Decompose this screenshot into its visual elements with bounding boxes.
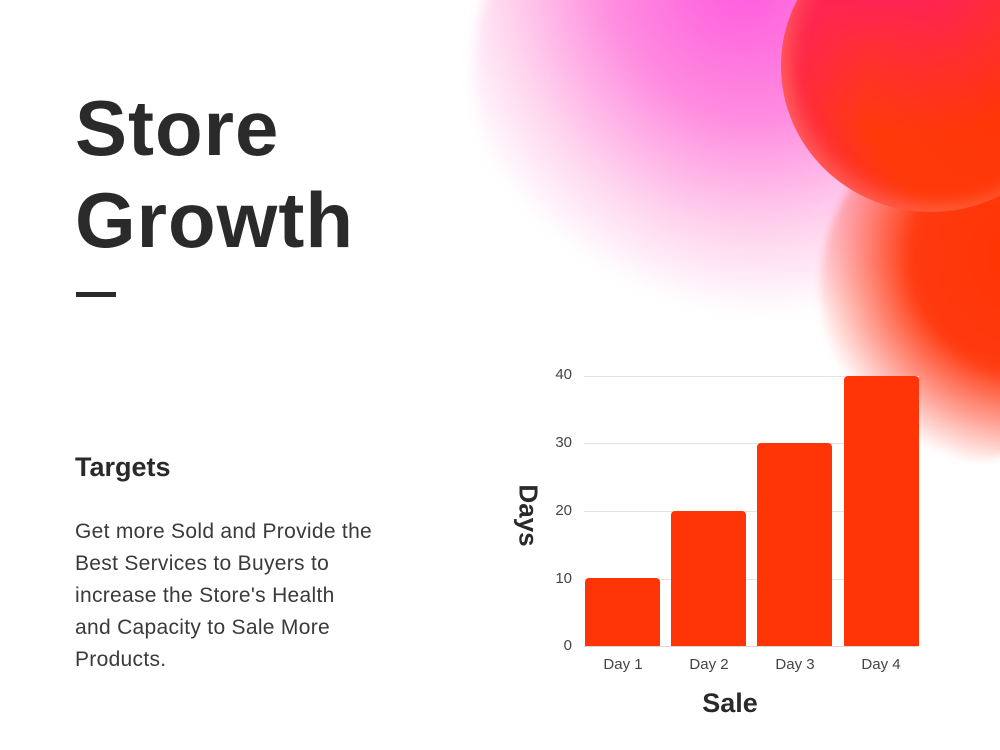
gridline-10 xyxy=(584,579,919,580)
x-tick: Day 2 xyxy=(689,656,729,673)
y-tick: 10 xyxy=(555,570,572,587)
y-tick: 0 xyxy=(563,637,572,654)
title-divider xyxy=(76,292,116,297)
bar-day-2 xyxy=(671,511,746,646)
y-axis-label: Days xyxy=(513,484,544,547)
x-axis-label: Sale xyxy=(702,688,758,718)
bar-chart: 40 30 20 10 0 Day 1 Day 2 Day 3 Day 4 Da… xyxy=(500,360,940,730)
gridline-30 xyxy=(584,443,919,444)
x-tick: Day 3 xyxy=(775,656,815,673)
section-heading: Targets xyxy=(75,452,171,482)
bar-day-4 xyxy=(844,376,919,646)
y-tick: 40 xyxy=(555,366,572,383)
section-body: Get more Sold and Provide the Best Servi… xyxy=(75,520,373,671)
y-tick: 20 xyxy=(555,502,572,519)
x-axis-line xyxy=(584,646,919,647)
x-tick: Day 4 xyxy=(861,656,901,673)
bar-day-3 xyxy=(757,443,832,646)
bar-day-1 xyxy=(585,578,660,646)
gridline-20 xyxy=(584,511,919,512)
title-line-2: Growth xyxy=(75,176,354,264)
title-line-1: Store xyxy=(75,84,280,172)
y-tick: 30 xyxy=(555,434,572,451)
x-tick: Day 1 xyxy=(603,656,643,673)
page-title: Store Growth xyxy=(75,82,354,266)
gridline-40 xyxy=(584,376,919,377)
